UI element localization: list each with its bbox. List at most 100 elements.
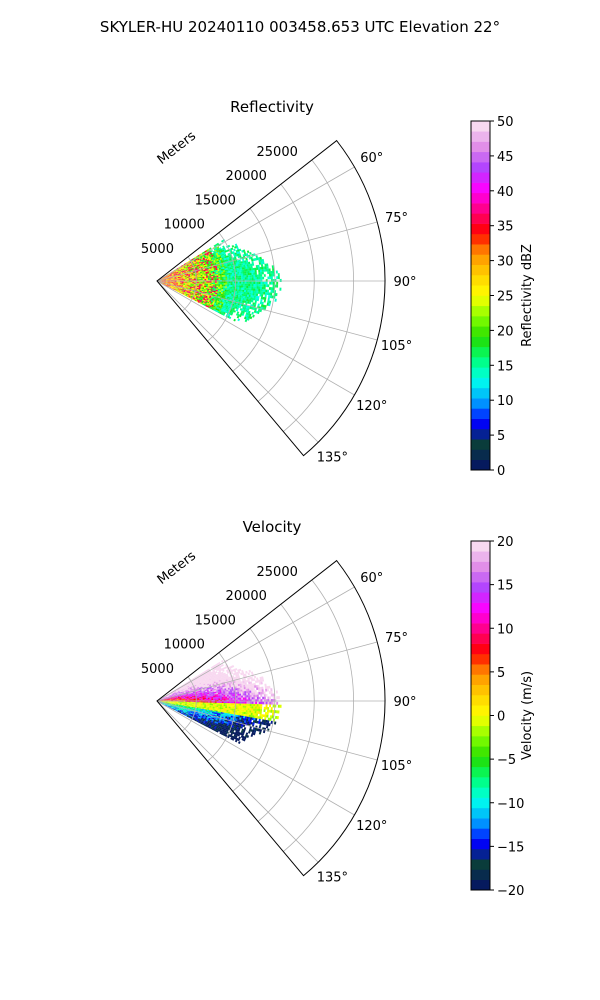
colorbar-swatch <box>471 623 490 634</box>
radar-gate <box>178 291 181 294</box>
radar-gate <box>252 687 255 691</box>
radar-gate <box>237 303 241 306</box>
radar-gate <box>237 295 241 298</box>
radar-gate <box>227 300 230 303</box>
radar-gate <box>170 274 172 276</box>
colorbar-swatch <box>471 705 490 716</box>
radar-gate <box>221 698 224 700</box>
radar-gate <box>238 248 242 252</box>
colorbar-swatch <box>471 612 490 624</box>
radar-gate <box>168 274 171 276</box>
radar-gate <box>206 697 209 700</box>
radar-gate <box>209 273 212 276</box>
radar-gate <box>200 278 203 280</box>
radar-gate <box>175 270 178 272</box>
radar-gate <box>242 695 245 698</box>
colorbar-tick-label: 40 <box>497 185 514 200</box>
radar-gate <box>177 287 180 289</box>
radar-gate <box>182 286 185 288</box>
radar-gate <box>238 293 241 296</box>
radar-gate <box>199 297 202 299</box>
radar-gate <box>220 278 223 281</box>
radar-gate <box>189 292 193 295</box>
radar-gate <box>255 255 258 259</box>
radar-gate <box>168 275 171 277</box>
radar-gate <box>180 273 183 275</box>
radar-gate <box>181 286 184 288</box>
radar-gate <box>218 293 221 296</box>
radar-gate <box>188 292 191 294</box>
radar-gate <box>165 282 168 283</box>
radar-gate <box>203 259 206 262</box>
range-tick-label: 10000 <box>164 218 205 233</box>
radar-gate <box>167 279 170 280</box>
radar-gate <box>239 707 242 710</box>
radar-gate <box>204 279 207 281</box>
radar-gate <box>167 282 170 284</box>
radar-gate <box>254 288 257 292</box>
radar-gate <box>194 299 197 302</box>
radar-gate <box>204 702 207 704</box>
radar-gate <box>206 277 209 280</box>
radar-gate <box>259 291 262 295</box>
radar-gate <box>186 292 189 295</box>
radar-gate <box>255 284 258 287</box>
radar-gate <box>210 272 213 274</box>
radar-gate <box>192 260 195 263</box>
radar-gate <box>223 281 226 284</box>
radar-gate <box>218 264 221 267</box>
radar-gate <box>208 271 211 273</box>
radar-gate <box>181 699 184 701</box>
radar-gate <box>197 263 200 266</box>
radar-gate <box>160 282 163 284</box>
radar-gate <box>243 264 246 268</box>
radar-gate <box>242 304 246 308</box>
radar-gate <box>215 269 218 272</box>
radar-gate <box>220 267 223 270</box>
radar-gate <box>166 276 169 278</box>
radar-gate <box>170 274 173 276</box>
radar-gate <box>251 701 254 705</box>
radar-gate <box>201 301 204 304</box>
radar-gate <box>169 279 172 280</box>
radar-gate <box>200 274 203 277</box>
colorbar-swatch <box>471 869 490 881</box>
radar-gate <box>199 699 202 701</box>
radar-gate <box>163 283 166 285</box>
radar-gate <box>183 281 186 283</box>
radar-gate <box>241 697 244 700</box>
colorbar-swatch <box>471 838 490 850</box>
radar-gate <box>196 299 199 302</box>
radar-gate <box>197 701 200 703</box>
radar-gate <box>242 703 245 706</box>
radar-gate <box>219 270 222 273</box>
radar-gate <box>226 271 229 274</box>
radar-gate <box>272 270 275 274</box>
radar-gate <box>172 276 175 278</box>
radar-gate <box>270 693 273 697</box>
radar-gate <box>166 275 169 277</box>
radar-gate <box>207 273 210 276</box>
radar-gate <box>199 282 202 284</box>
radar-gate <box>193 286 196 288</box>
radar-gate <box>233 318 236 322</box>
radar-gate <box>264 266 267 270</box>
radar-gate <box>226 694 230 697</box>
radar-gate <box>163 277 166 279</box>
radar-gate <box>244 695 247 698</box>
radar-gate <box>190 269 193 271</box>
radar-gate <box>184 269 188 271</box>
radar-gate <box>181 266 184 268</box>
colorbar-swatch <box>471 725 490 737</box>
radar-gate <box>251 692 254 696</box>
range-tick-label: 20000 <box>226 589 267 604</box>
azimuth-tick-label: 120° <box>356 399 387 414</box>
colorbar-swatch <box>471 602 490 614</box>
radar-gate <box>230 696 233 699</box>
radar-gate <box>216 287 219 289</box>
radar-gate <box>167 279 170 280</box>
radar-gate <box>176 267 179 270</box>
radar-gate <box>272 693 275 697</box>
radar-gate <box>236 315 240 319</box>
radar-gate <box>199 258 202 261</box>
